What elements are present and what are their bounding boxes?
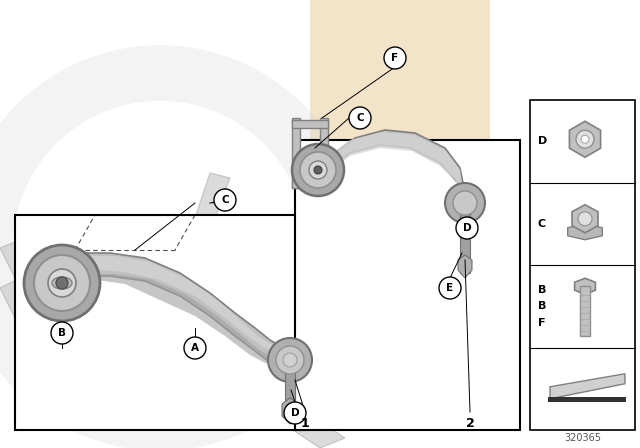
Polygon shape <box>310 0 490 298</box>
Text: C: C <box>356 113 364 123</box>
Polygon shape <box>328 132 463 196</box>
Polygon shape <box>572 205 598 233</box>
Circle shape <box>24 245 100 321</box>
Polygon shape <box>570 121 600 157</box>
Polygon shape <box>568 224 602 240</box>
Ellipse shape <box>52 277 72 289</box>
Polygon shape <box>60 274 280 366</box>
Bar <box>292 180 328 188</box>
Polygon shape <box>320 338 510 388</box>
Bar <box>530 100 635 430</box>
Text: 320365: 320365 <box>564 433 601 443</box>
Circle shape <box>309 161 327 179</box>
Circle shape <box>300 152 336 188</box>
Polygon shape <box>55 253 292 369</box>
Circle shape <box>349 107 371 129</box>
Circle shape <box>51 322 73 344</box>
Polygon shape <box>458 255 472 278</box>
Text: C: C <box>221 195 229 205</box>
Circle shape <box>578 212 592 226</box>
Bar <box>292 118 300 188</box>
Text: B: B <box>538 301 547 311</box>
Polygon shape <box>550 374 625 399</box>
Circle shape <box>283 353 297 367</box>
Circle shape <box>56 277 68 289</box>
Circle shape <box>445 183 485 223</box>
Text: D: D <box>463 223 471 233</box>
Text: E: E <box>447 283 454 293</box>
Circle shape <box>48 269 76 297</box>
Polygon shape <box>195 218 215 318</box>
Bar <box>292 120 328 128</box>
Text: D: D <box>291 408 300 418</box>
Bar <box>295 140 520 430</box>
Polygon shape <box>0 278 350 368</box>
Text: D: D <box>538 136 547 146</box>
Text: F: F <box>392 53 399 63</box>
Text: B: B <box>538 285 547 295</box>
Polygon shape <box>0 238 45 288</box>
Text: A: A <box>191 343 199 353</box>
Polygon shape <box>282 398 298 424</box>
Circle shape <box>576 130 594 148</box>
Polygon shape <box>320 130 465 208</box>
Polygon shape <box>60 256 280 352</box>
Text: F: F <box>538 318 545 328</box>
Circle shape <box>214 189 236 211</box>
Bar <box>460 205 470 273</box>
Bar <box>320 118 328 188</box>
Circle shape <box>276 346 304 374</box>
Circle shape <box>184 337 206 359</box>
Circle shape <box>292 144 344 196</box>
Circle shape <box>384 47 406 69</box>
Polygon shape <box>575 278 595 294</box>
Circle shape <box>314 166 322 174</box>
Circle shape <box>34 255 90 311</box>
Polygon shape <box>195 173 230 218</box>
Circle shape <box>439 277 461 299</box>
Circle shape <box>268 338 312 382</box>
Circle shape <box>456 217 478 239</box>
Circle shape <box>284 402 306 424</box>
Bar <box>580 286 590 336</box>
Circle shape <box>581 135 589 143</box>
Polygon shape <box>320 338 460 418</box>
Text: 1: 1 <box>301 417 309 430</box>
Circle shape <box>453 191 477 215</box>
Bar <box>548 397 626 402</box>
Text: B: B <box>58 328 66 338</box>
Polygon shape <box>200 358 345 448</box>
Bar <box>285 360 295 418</box>
Bar <box>15 215 305 430</box>
Text: 2: 2 <box>466 417 474 430</box>
Text: C: C <box>538 219 546 229</box>
